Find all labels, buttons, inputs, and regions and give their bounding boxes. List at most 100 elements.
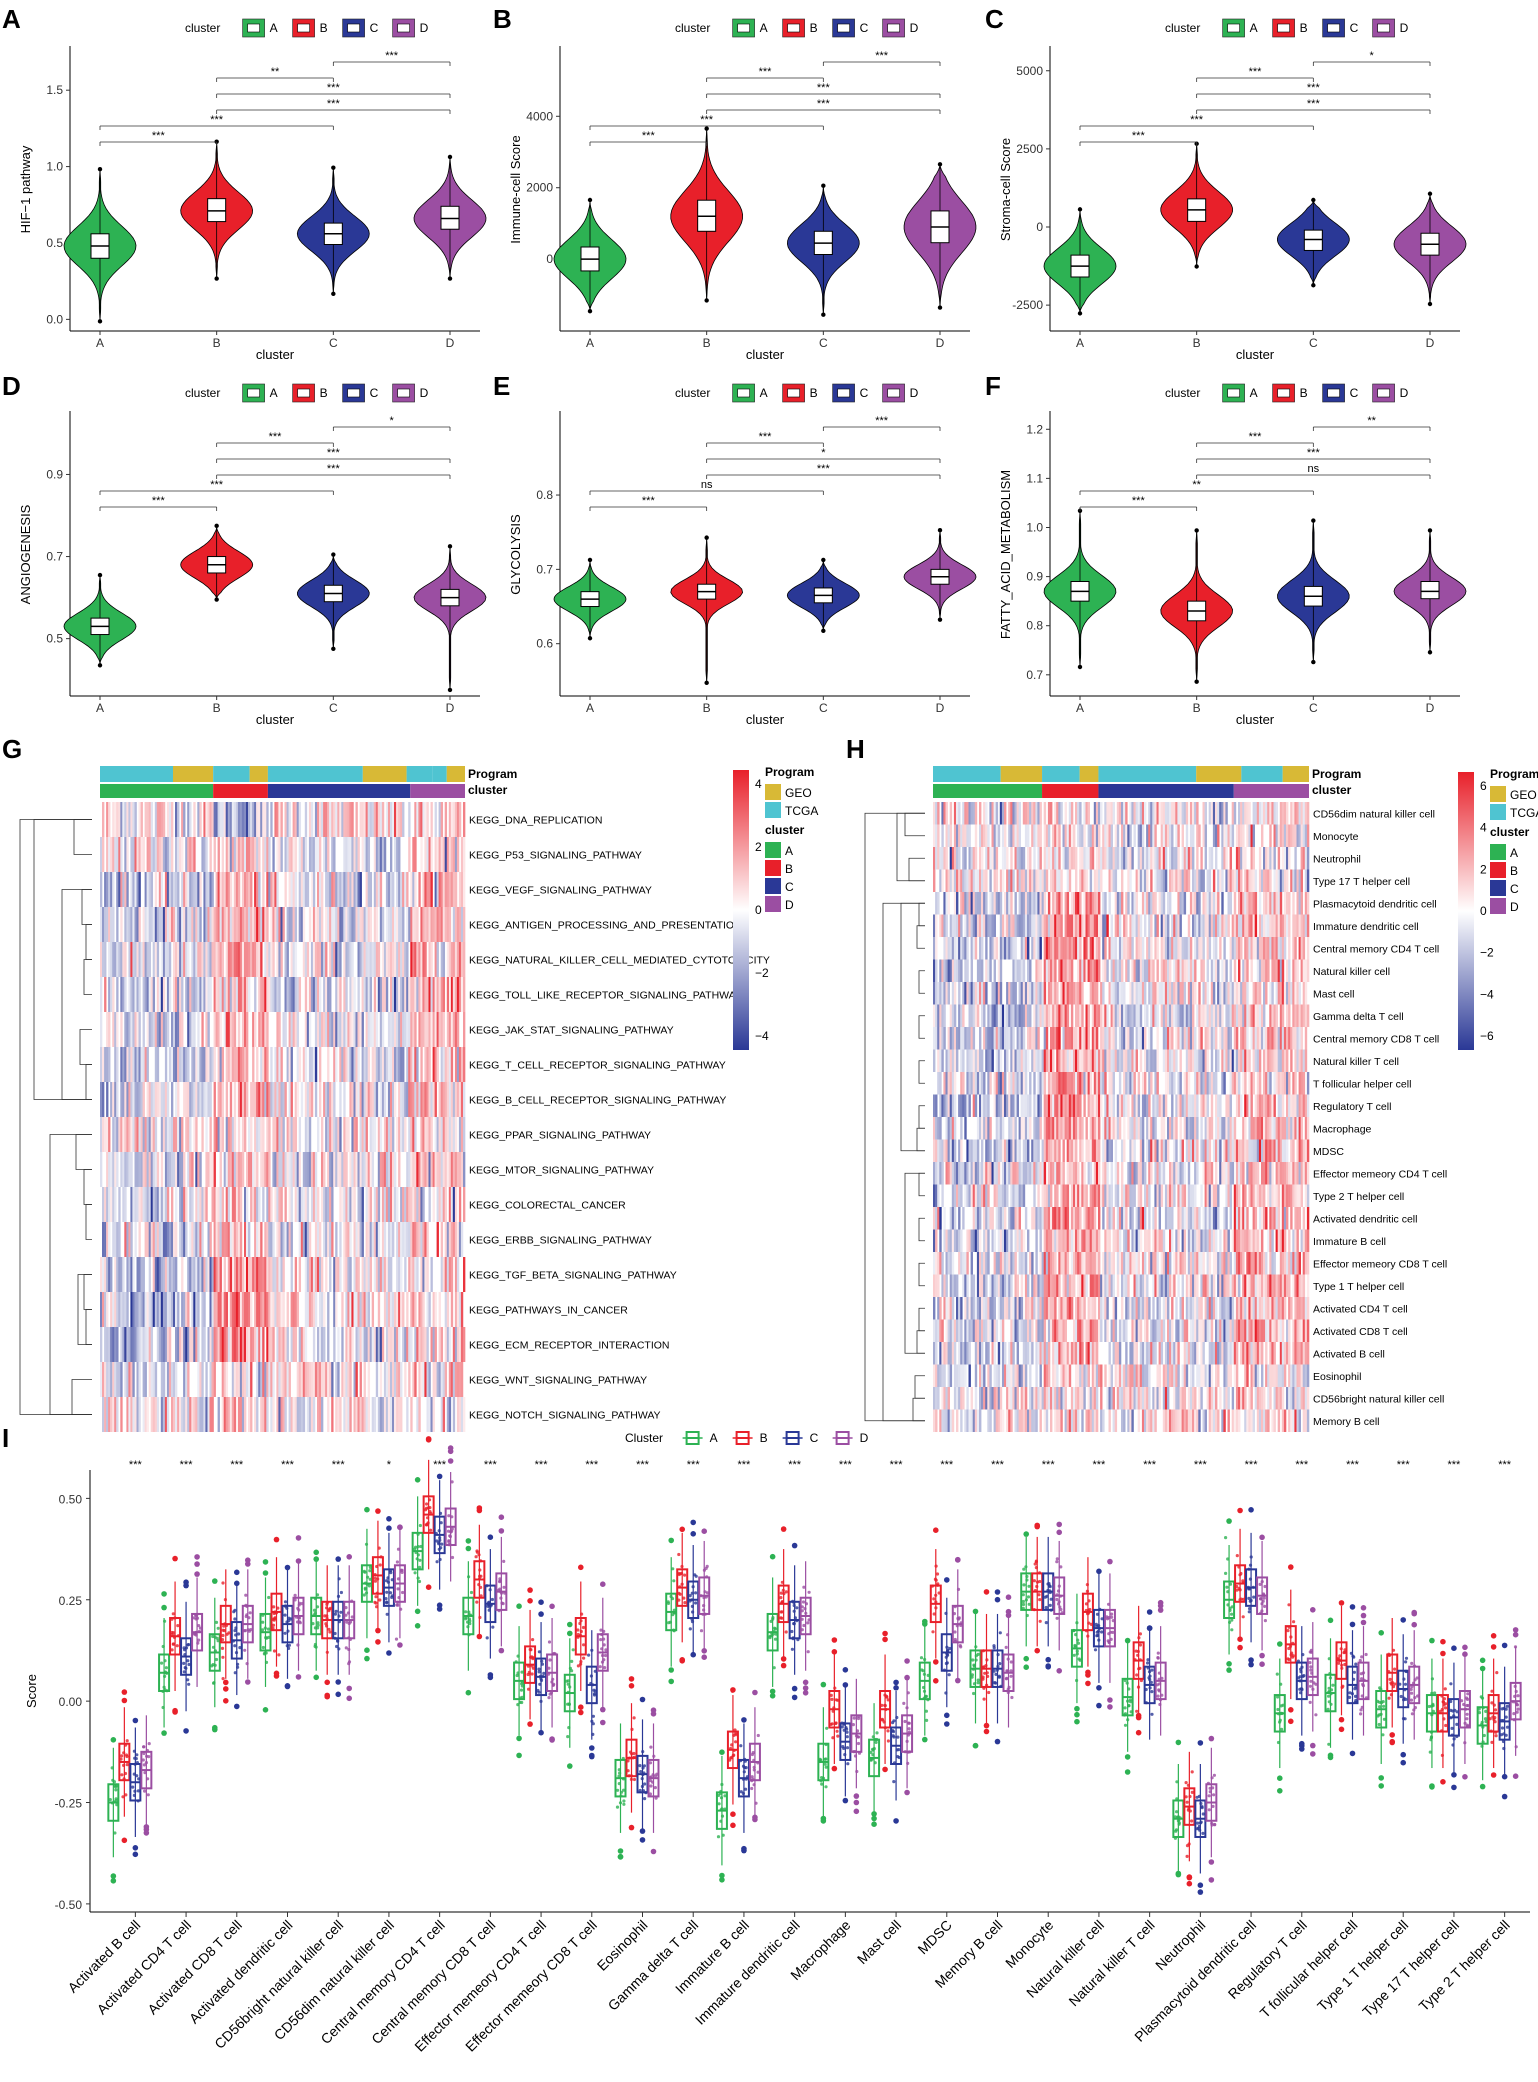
- heat-cell: [319, 1257, 322, 1292]
- heat-cell: [278, 1327, 281, 1362]
- heat-cell: [1137, 802, 1141, 825]
- heat-cell: [420, 1117, 423, 1152]
- heat-cell: [1027, 959, 1030, 982]
- heat-cell: [306, 1397, 310, 1432]
- heat-cell: [108, 802, 111, 837]
- heat-cell: [939, 959, 942, 982]
- heat-cell: [138, 977, 141, 1012]
- heat-cell: [371, 1047, 375, 1082]
- heat-cell: [976, 959, 980, 982]
- heat-cell: [1123, 982, 1126, 1005]
- heat-cell: [1298, 937, 1301, 960]
- heat-cell: [392, 872, 395, 907]
- heat-cell: [1215, 824, 1218, 847]
- heat-cell: [173, 942, 176, 977]
- heat-cell: [195, 1397, 198, 1432]
- heat-cell: [175, 1117, 178, 1152]
- heat-cell: [1164, 1004, 1168, 1027]
- heat-cell: [166, 1397, 170, 1432]
- heat-cell: [981, 1004, 984, 1027]
- heat-cell: [1192, 1004, 1195, 1027]
- heat-cell: [463, 1117, 466, 1152]
- heat-cell: [288, 802, 291, 837]
- heat-cell: [339, 1187, 342, 1222]
- heat-cell: [148, 907, 152, 942]
- heat-cell: [229, 837, 233, 872]
- heat-cell: [1306, 959, 1310, 982]
- heat-cell: [945, 914, 948, 937]
- heat-cell: [278, 977, 281, 1012]
- heat-cell: [390, 942, 393, 977]
- heat-cell: [191, 1257, 194, 1292]
- outlier-point: [1427, 650, 1433, 655]
- heat-cell: [390, 1257, 393, 1292]
- heat-cell: [106, 837, 109, 872]
- heat-cell: [1033, 937, 1036, 960]
- heat-cell: [290, 1152, 293, 1187]
- heat-cell: [104, 977, 107, 1012]
- heat-cell: [933, 959, 936, 982]
- heat-cell: [1058, 1049, 1061, 1072]
- heat-cell: [422, 1082, 425, 1117]
- heat-cell: [325, 1362, 328, 1397]
- heat-cell: [1150, 824, 1153, 847]
- heat-cell: [993, 914, 996, 937]
- heat-cell: [100, 1012, 103, 1047]
- heat-cell: [1215, 937, 1218, 960]
- heat-cell: [146, 802, 149, 837]
- heat-cell: [1104, 914, 1107, 937]
- heat-cell: [298, 837, 302, 872]
- heat-cell: [207, 1397, 210, 1432]
- heat-cell: [154, 1012, 158, 1047]
- heat-cell: [244, 1082, 247, 1117]
- heat-cell: [353, 1152, 356, 1187]
- heat-cell: [179, 1117, 182, 1152]
- heat-cell: [434, 907, 437, 942]
- heat-cell: [353, 1397, 356, 1432]
- y-axis-title: Immune-cell Score: [508, 135, 523, 243]
- heat-cell: [1037, 959, 1040, 982]
- x-tick-label: D: [446, 701, 455, 715]
- heat-cell: [985, 937, 988, 960]
- heat-cell: [136, 1257, 139, 1292]
- heat-cell: [1306, 869, 1310, 892]
- heat-cell: [270, 1222, 273, 1257]
- heat-cell: [1006, 1027, 1009, 1050]
- heat-cell: [1275, 1049, 1278, 1072]
- heat-cell: [250, 942, 253, 977]
- heat-cell: [410, 1047, 413, 1082]
- heat-cell: [1240, 847, 1243, 870]
- heat-cell: [941, 982, 944, 1005]
- heat-cell: [1229, 937, 1232, 960]
- heat-cell: [1233, 1027, 1237, 1050]
- heat-cell: [1123, 802, 1126, 825]
- heat-cell: [150, 1117, 154, 1152]
- heat-cell: [1060, 1049, 1063, 1072]
- heat-cell: [951, 869, 955, 892]
- heat-cell: [966, 1049, 969, 1072]
- heat-cell: [331, 1152, 334, 1187]
- heat-cell: [993, 937, 996, 960]
- heat-cell: [148, 1257, 152, 1292]
- heat-cell: [933, 1027, 936, 1050]
- heat-cell: [142, 1327, 145, 1362]
- heat-cell: [201, 977, 204, 1012]
- heat-cell: [355, 837, 358, 872]
- heat-cell: [294, 942, 298, 977]
- heat-cell: [158, 1257, 162, 1292]
- heat-cell: [1279, 892, 1283, 915]
- heat-cell: [146, 837, 149, 872]
- heat-cell: [392, 1327, 395, 1362]
- heat-cell: [1225, 959, 1228, 982]
- heat-cell: [428, 942, 431, 977]
- heat-cell: [312, 1047, 316, 1082]
- heat-cell: [250, 802, 253, 837]
- heat-cell: [985, 824, 988, 847]
- heat-cell: [452, 872, 456, 907]
- heat-cell: [213, 1292, 216, 1327]
- heat-cell: [987, 1004, 990, 1027]
- heat-cell: [114, 837, 117, 872]
- heat-cell: [367, 837, 371, 872]
- heat-cell: [1027, 824, 1030, 847]
- heat-cell: [317, 802, 320, 837]
